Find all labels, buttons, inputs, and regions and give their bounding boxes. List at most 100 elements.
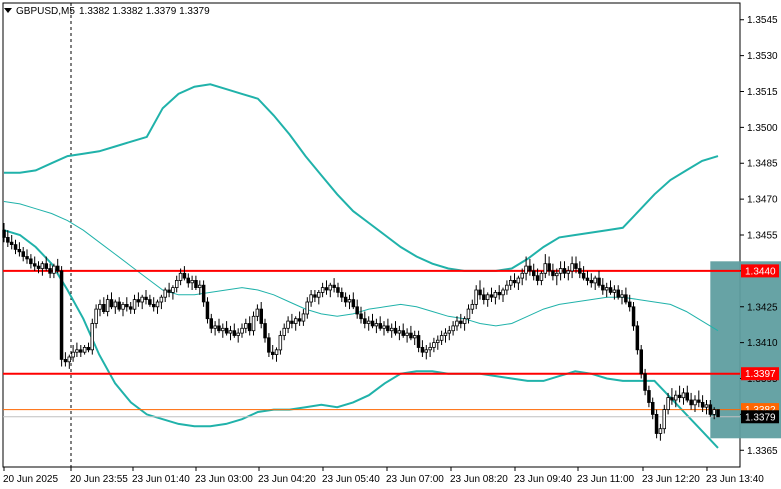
candle — [13, 239, 18, 255]
candle-body — [163, 289, 167, 298]
candle-body — [324, 287, 329, 291]
candle — [508, 275, 513, 290]
time-axis[interactable]: 20 Jun 2025 20 Jun 23:55 23 Jun 01:40 23 Ju… — [3, 467, 764, 485]
candle — [2, 223, 6, 243]
candle — [374, 318, 379, 334]
candle-body — [221, 327, 225, 332]
candle — [117, 297, 121, 312]
current-price-box — [741, 410, 779, 424]
candle — [213, 321, 217, 336]
candle-body — [412, 335, 417, 339]
candle — [662, 404, 667, 434]
candle — [405, 328, 409, 343]
candle-body — [21, 251, 25, 257]
dropdown-triangle-icon[interactable] — [4, 8, 12, 13]
candle-body — [409, 332, 413, 339]
y-tick-label: 1.3485 — [747, 159, 778, 170]
candle — [59, 266, 64, 367]
x-tick-label: 23 Jun 07:00 — [386, 474, 444, 485]
candle-body — [386, 325, 390, 332]
bollinger-lower-line — [3, 229, 719, 449]
candle — [56, 258, 60, 274]
candle — [593, 275, 597, 290]
candle — [654, 409, 659, 439]
candle — [466, 304, 471, 324]
candle-body — [543, 263, 548, 274]
candle-body — [213, 325, 217, 329]
candle — [347, 294, 352, 310]
candle — [82, 345, 87, 355]
x-tick-label: 23 Jun 11:00 — [577, 474, 635, 485]
candle — [186, 273, 190, 288]
candle — [278, 330, 283, 355]
candle — [29, 254, 33, 269]
candle — [520, 268, 525, 286]
candle-body — [228, 330, 233, 334]
level-price-box[interactable] — [741, 367, 779, 381]
candle — [148, 294, 152, 307]
candle — [190, 275, 194, 290]
x-tick-label: 23 Jun 01:40 — [132, 474, 190, 485]
candle-body — [658, 428, 663, 434]
candle — [612, 285, 617, 300]
candle — [462, 316, 467, 331]
candle-body — [393, 327, 398, 334]
candle-body — [151, 303, 156, 308]
candle-body — [478, 289, 482, 296]
candle-body — [708, 404, 713, 415]
candle-body — [13, 244, 18, 250]
candle-body — [297, 318, 302, 322]
candle — [71, 345, 75, 362]
candle — [597, 270, 601, 288]
candle-body — [167, 289, 171, 293]
candle-body — [109, 299, 114, 308]
candle-body — [608, 287, 613, 293]
candle — [301, 309, 306, 326]
candle — [685, 385, 690, 403]
candle — [94, 304, 98, 329]
level-lines[interactable] — [3, 269, 740, 418]
candle — [113, 299, 118, 314]
candle — [67, 354, 72, 369]
candle-body — [98, 303, 102, 310]
price-axis[interactable]: 1.3545 1.3530 1.3515 1.3500 1.3485 1.3470 1.34… — [740, 15, 779, 457]
candle-body — [689, 399, 693, 406]
candle — [539, 270, 544, 286]
candle — [21, 247, 25, 262]
candle — [378, 316, 382, 331]
candle — [435, 335, 440, 350]
candle-body — [700, 401, 705, 408]
candle-body — [33, 263, 37, 267]
candle-body — [52, 265, 56, 274]
candle-body — [259, 308, 263, 324]
candle — [485, 292, 490, 307]
candle-body — [674, 394, 678, 401]
candle — [574, 256, 578, 274]
candle — [36, 261, 41, 274]
candle — [290, 313, 294, 329]
candle-body — [482, 294, 486, 300]
current-price-label: 1.3379 — [745, 412, 776, 423]
candle-body — [520, 272, 525, 279]
candle-body — [704, 404, 709, 408]
candle-body — [635, 325, 640, 351]
candle — [409, 325, 413, 341]
candle — [336, 282, 340, 298]
candle-body — [459, 320, 463, 324]
candle-body — [570, 263, 574, 272]
candle — [63, 352, 68, 367]
candle-body — [336, 287, 340, 293]
x-tick-label: 23 Jun 08:20 — [450, 474, 508, 485]
candle — [459, 313, 463, 329]
candle — [647, 385, 651, 408]
candle-body — [328, 284, 332, 291]
level-price-box[interactable] — [741, 264, 779, 278]
candle — [9, 235, 14, 250]
candle — [620, 290, 624, 305]
candle-body — [601, 284, 605, 291]
candle-body — [485, 294, 490, 300]
candle — [616, 285, 621, 300]
candle-body — [597, 277, 601, 286]
